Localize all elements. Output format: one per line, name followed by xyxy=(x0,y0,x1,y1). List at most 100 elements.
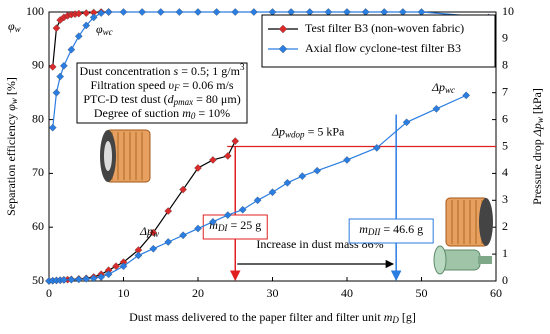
y2-tick-label: 1 xyxy=(502,246,508,260)
y-tick-label: 50 xyxy=(32,273,44,287)
text-part: = 5 kPa xyxy=(305,124,345,138)
curve-label: φwc xyxy=(96,22,113,37)
y2-tick-label: 2 xyxy=(502,219,508,233)
y-tick-label: 60 xyxy=(32,219,44,233)
data-point xyxy=(89,13,98,22)
y2-tick-label: 5 xyxy=(502,138,508,152)
data-point xyxy=(60,61,68,70)
data-point xyxy=(56,72,64,81)
y-tick-label: 90 xyxy=(32,58,44,72)
condition-line: Filtration speed υF = 0.06 m/s xyxy=(90,78,233,93)
y-axis-title: Separation efficiency φw [%] xyxy=(4,77,19,216)
text-part: [kPa] xyxy=(530,88,544,117)
y2-tick-label: 9 xyxy=(502,31,508,45)
text-part: w xyxy=(15,24,21,34)
data-point xyxy=(60,276,68,284)
data-point xyxy=(231,8,240,16)
text-part: F xyxy=(173,83,180,93)
y-tick-label: 80 xyxy=(32,111,44,125)
condition-line: Dust concentration s = 0.5; 1 g/m3 xyxy=(80,62,245,78)
x-tick-label: 20 xyxy=(192,286,204,300)
filter-image-left xyxy=(100,129,151,183)
text-part: s xyxy=(174,64,179,78)
data-point xyxy=(372,144,381,152)
data-point xyxy=(119,262,128,271)
text-part: = 10% xyxy=(195,106,230,120)
y2-tick-label: 10 xyxy=(502,4,514,18)
data-point xyxy=(194,8,202,16)
data-point xyxy=(343,156,351,164)
text-part: 3 xyxy=(240,62,245,72)
text-part: D xyxy=(391,315,399,325)
pressure-limit-label: Δpwdop = 5 kPa xyxy=(271,124,345,139)
y2-tick-label: 8 xyxy=(502,58,508,72)
conditions-box xyxy=(76,62,248,124)
curve-label: φw xyxy=(8,19,21,34)
condition-line: Degree of suction m0 = 10% xyxy=(94,106,230,121)
text-part: m xyxy=(182,106,191,120)
data-point xyxy=(74,275,83,284)
data-point xyxy=(119,8,128,16)
text-part: [%] xyxy=(4,77,18,98)
x-tick-label: 60 xyxy=(490,286,502,300)
data-point xyxy=(283,179,292,187)
text-part: pmax xyxy=(173,97,194,107)
text-part: [g] xyxy=(399,310,416,324)
text-part: DII xyxy=(367,227,381,237)
text-part: φ xyxy=(96,22,103,36)
data-point xyxy=(223,211,232,219)
text-part: wc xyxy=(445,85,455,95)
data-point xyxy=(134,251,143,260)
data-point xyxy=(156,8,165,16)
y2-tick-label: 6 xyxy=(502,111,508,125)
x-tick-label: 10 xyxy=(118,286,130,300)
y2-tick-label: 7 xyxy=(502,84,508,98)
text-part: Dust concentration xyxy=(80,64,174,78)
text-part: Degree of suction xyxy=(94,106,182,120)
data-point xyxy=(104,8,113,16)
data-point xyxy=(82,21,91,30)
data-point xyxy=(209,156,217,164)
x-tick-label: 0 xyxy=(46,286,52,300)
data-point xyxy=(250,8,258,16)
text-part: = 0.06 m/s xyxy=(179,78,233,92)
data-point xyxy=(82,9,91,17)
data-point xyxy=(194,224,202,233)
legend-marker xyxy=(278,24,288,34)
text-part: φ xyxy=(4,104,18,111)
text-part: Δp xyxy=(530,123,544,137)
text-part: Δp xyxy=(431,80,445,94)
y-tick-label: 100 xyxy=(26,4,44,18)
text-part: Separation efficiency xyxy=(4,111,18,216)
data-point xyxy=(52,88,61,97)
data-point xyxy=(402,118,411,127)
legend-label: Test filter B3 (non-woven fabric) xyxy=(305,21,464,35)
mass-2-label: mDII = 46.6 g xyxy=(359,222,423,237)
x-tick-label: 50 xyxy=(416,286,428,300)
data-point xyxy=(175,8,184,16)
curve-label: Δpw xyxy=(139,224,159,239)
data-point xyxy=(149,244,158,253)
data-point xyxy=(138,8,146,16)
text-part: Filtration speed xyxy=(90,78,168,92)
data-point xyxy=(432,105,441,113)
data-point xyxy=(238,205,247,214)
mass-2-box xyxy=(348,218,434,244)
condition-line: PTC-D test dust (dpmax = 80 μm) xyxy=(83,92,240,107)
text-part: Δp xyxy=(271,124,285,138)
plot-layer: 0 10 20 30 40 50 605060708090100012345678910Du… xyxy=(4,4,545,325)
data-point xyxy=(313,166,322,175)
data-point xyxy=(253,196,262,205)
text-part: φ xyxy=(8,19,15,33)
curve-label: Δpwc xyxy=(431,80,455,95)
text-part: d xyxy=(168,92,175,106)
text-part: Pressure drop xyxy=(530,136,544,205)
text-part: m xyxy=(359,222,368,236)
data-point xyxy=(97,273,105,281)
x-axis-title: Dust mass delivered to the paper filter … xyxy=(129,310,416,325)
text-part: Dust mass delivered to the paper filter … xyxy=(129,310,384,324)
x-tick-label: 40 xyxy=(341,286,353,300)
data-point xyxy=(48,123,57,132)
text-part: Δp xyxy=(139,224,153,238)
data-point xyxy=(179,231,187,240)
